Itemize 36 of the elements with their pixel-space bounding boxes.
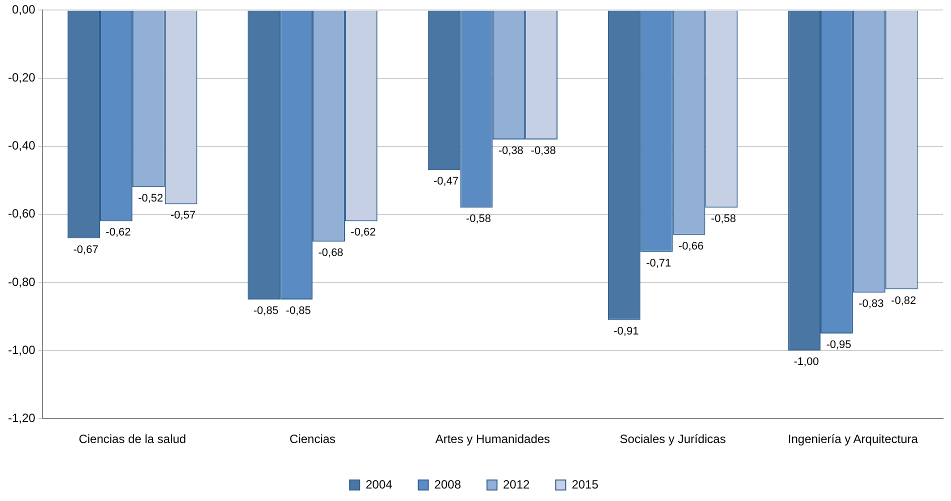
legend-label: 2012 (503, 477, 530, 492)
y-tick-label: 0,00 (12, 2, 36, 17)
legend-label: 2015 (572, 477, 599, 492)
text: -0,66 (678, 240, 704, 252)
y-tick-label: -0,60 (8, 206, 36, 221)
y-tick-label: -0,80 (8, 274, 36, 289)
text: -0,91 (614, 325, 639, 338)
text: -0,95 (826, 339, 852, 352)
x-tick-label: Sociales y Jurídicas (620, 432, 726, 446)
text: -0,58 (710, 213, 736, 226)
y-tick-label: -1,00 (8, 342, 36, 357)
y-tick-label: -0,40 (8, 138, 36, 153)
text: -0,85 (286, 305, 311, 318)
text: -0,62 (350, 226, 376, 239)
y-tick-label: -0,20 (8, 70, 36, 85)
text: -0,62 (106, 226, 131, 239)
text: -0,85 (253, 305, 278, 318)
y-tick-label: -1,20 (8, 410, 36, 425)
text: -0,38 (498, 145, 524, 158)
text: -1,00 (794, 356, 819, 368)
text: -0,68 (318, 247, 344, 260)
text: -0,52 (138, 192, 164, 205)
x-tick-label: Ciencias de la salud (78, 432, 186, 446)
legend-label: 2008 (434, 477, 462, 492)
text: -0,82 (891, 294, 916, 307)
x-tick-label: Ciencias (290, 432, 336, 446)
text: -0,47 (434, 176, 459, 188)
text: -0,71 (646, 257, 672, 270)
legend-label: 2004 (366, 477, 393, 492)
text: -0,67 (73, 244, 98, 256)
x-tick-label: Artes y Humanidades (435, 432, 550, 446)
text: -0,57 (170, 210, 196, 222)
text: -0,83 (858, 298, 884, 310)
text: -0,58 (466, 213, 492, 226)
x-tick-label: Ingeniería y Arquitectura (788, 432, 918, 446)
text: -0,38 (530, 145, 556, 158)
